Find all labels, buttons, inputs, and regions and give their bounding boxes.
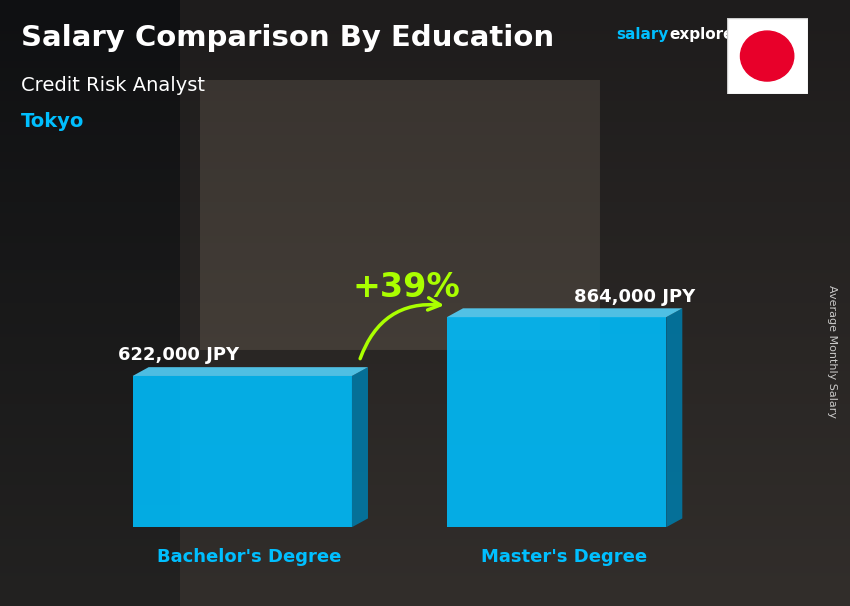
Text: Credit Risk Analyst: Credit Risk Analyst (21, 76, 205, 95)
Text: salary: salary (616, 27, 669, 42)
Text: Bachelor's Degree: Bachelor's Degree (157, 548, 342, 566)
Text: explorer: explorer (669, 27, 741, 42)
Polygon shape (133, 376, 352, 527)
Text: Master's Degree: Master's Degree (481, 548, 647, 566)
Polygon shape (447, 308, 683, 317)
Text: 864,000 JPY: 864,000 JPY (575, 288, 695, 305)
Polygon shape (666, 308, 683, 527)
Text: Average Monthly Salary: Average Monthly Salary (827, 285, 837, 418)
Polygon shape (352, 367, 368, 527)
Text: Salary Comparison By Education: Salary Comparison By Education (21, 24, 554, 52)
Polygon shape (447, 317, 666, 527)
Text: Tokyo: Tokyo (21, 112, 85, 131)
Text: +39%: +39% (353, 271, 461, 304)
Polygon shape (133, 367, 368, 376)
Text: .com: .com (730, 27, 771, 42)
Circle shape (740, 31, 794, 81)
Text: 622,000 JPY: 622,000 JPY (118, 347, 239, 364)
